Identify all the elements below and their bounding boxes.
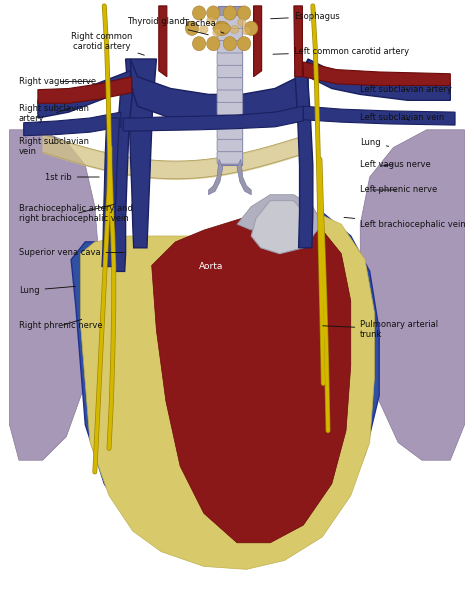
Text: Right phrenic nerve: Right phrenic nerve	[19, 319, 102, 330]
Text: Thyroid gland: Thyroid gland	[127, 17, 208, 35]
Polygon shape	[308, 59, 450, 100]
Ellipse shape	[242, 27, 251, 35]
Text: Left subclavian vein: Left subclavian vein	[360, 113, 445, 123]
Ellipse shape	[200, 25, 208, 34]
Polygon shape	[251, 201, 313, 254]
Polygon shape	[126, 59, 156, 248]
FancyBboxPatch shape	[217, 15, 243, 28]
Text: Left subclavian artery: Left subclavian artery	[360, 85, 452, 94]
Polygon shape	[237, 195, 322, 236]
Text: Aorta: Aorta	[199, 262, 223, 271]
Text: Trachea: Trachea	[183, 19, 224, 33]
Polygon shape	[209, 159, 223, 195]
Ellipse shape	[213, 23, 231, 34]
Ellipse shape	[237, 18, 246, 27]
Polygon shape	[71, 212, 379, 566]
FancyBboxPatch shape	[217, 77, 243, 90]
FancyBboxPatch shape	[217, 126, 243, 139]
Ellipse shape	[214, 21, 227, 35]
Ellipse shape	[245, 21, 258, 35]
Text: Right common
carotid artery: Right common carotid artery	[71, 32, 144, 55]
FancyBboxPatch shape	[217, 53, 243, 65]
Polygon shape	[237, 159, 251, 195]
Polygon shape	[130, 59, 308, 124]
Ellipse shape	[207, 17, 215, 25]
Text: Brachiocephalic artery and
right brachiocephalic vein: Brachiocephalic artery and right brachio…	[19, 204, 133, 223]
Text: Right subclavian
vein: Right subclavian vein	[19, 137, 89, 156]
Polygon shape	[38, 77, 132, 103]
Ellipse shape	[237, 37, 251, 51]
Ellipse shape	[216, 21, 229, 35]
Text: Left phrenic nerve: Left phrenic nerve	[360, 185, 438, 195]
Ellipse shape	[207, 6, 220, 20]
Text: Right subclavian
artery: Right subclavian artery	[19, 104, 89, 123]
FancyBboxPatch shape	[217, 89, 243, 102]
Polygon shape	[123, 106, 303, 131]
Ellipse shape	[192, 6, 206, 20]
Ellipse shape	[213, 28, 221, 37]
FancyBboxPatch shape	[217, 114, 243, 127]
FancyBboxPatch shape	[217, 65, 243, 78]
FancyBboxPatch shape	[217, 151, 243, 164]
Ellipse shape	[223, 6, 237, 20]
Polygon shape	[113, 88, 133, 271]
Text: Esophagus: Esophagus	[271, 12, 340, 21]
Polygon shape	[303, 106, 455, 125]
Polygon shape	[81, 206, 374, 569]
Text: Left vagus nerve: Left vagus nerve	[360, 159, 431, 169]
Ellipse shape	[207, 37, 220, 51]
FancyBboxPatch shape	[217, 101, 243, 114]
Polygon shape	[102, 118, 119, 267]
Polygon shape	[9, 130, 100, 460]
Text: Left common carotid artery: Left common carotid artery	[273, 47, 409, 57]
Ellipse shape	[230, 25, 239, 34]
Text: Lung: Lung	[360, 138, 389, 148]
Ellipse shape	[185, 21, 199, 35]
Polygon shape	[152, 212, 351, 543]
FancyBboxPatch shape	[217, 28, 243, 41]
Polygon shape	[360, 130, 465, 460]
Polygon shape	[159, 6, 167, 77]
Polygon shape	[254, 6, 262, 77]
Text: 1st rib: 1st rib	[45, 172, 99, 182]
Text: Left brachiocephalic vein: Left brachiocephalic vein	[344, 217, 466, 229]
Text: Superior vena cava: Superior vena cava	[19, 248, 124, 257]
Polygon shape	[38, 71, 130, 118]
FancyBboxPatch shape	[217, 139, 243, 152]
Ellipse shape	[223, 37, 237, 51]
Polygon shape	[294, 6, 302, 77]
Polygon shape	[24, 112, 121, 136]
Polygon shape	[218, 6, 242, 165]
Text: Pulmonary arterial
trunk: Pulmonary arterial trunk	[323, 320, 438, 339]
Ellipse shape	[192, 37, 206, 51]
Ellipse shape	[237, 6, 251, 20]
Text: Right vagus nerve: Right vagus nerve	[19, 77, 96, 86]
Text: Lung: Lung	[19, 286, 75, 295]
Polygon shape	[295, 71, 313, 248]
FancyBboxPatch shape	[217, 40, 243, 53]
Polygon shape	[303, 62, 450, 86]
